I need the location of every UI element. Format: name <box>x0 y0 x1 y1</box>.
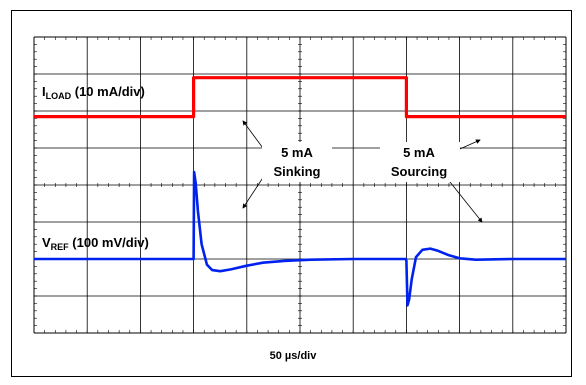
vref-trace <box>34 170 566 307</box>
sinking-annotation-line2: Sinking <box>274 164 321 179</box>
sourcing-annotation-line2: Sourcing <box>391 164 447 179</box>
sourcing-label-bg <box>380 142 460 182</box>
x-axis-label: 50 µs/div <box>269 350 317 362</box>
sinking-label-bg <box>262 142 332 182</box>
vref-label: VREF (100 mV/div) <box>42 235 149 252</box>
figure-frame <box>11 10 572 377</box>
iload-label: ILOAD (10 mA/div) <box>42 84 145 101</box>
sinking-annotation-line1: 5 mA <box>281 145 313 160</box>
traces <box>34 76 566 307</box>
sourcing-annotation-line1: 5 mA <box>403 145 435 160</box>
iload-trace <box>34 76 566 119</box>
